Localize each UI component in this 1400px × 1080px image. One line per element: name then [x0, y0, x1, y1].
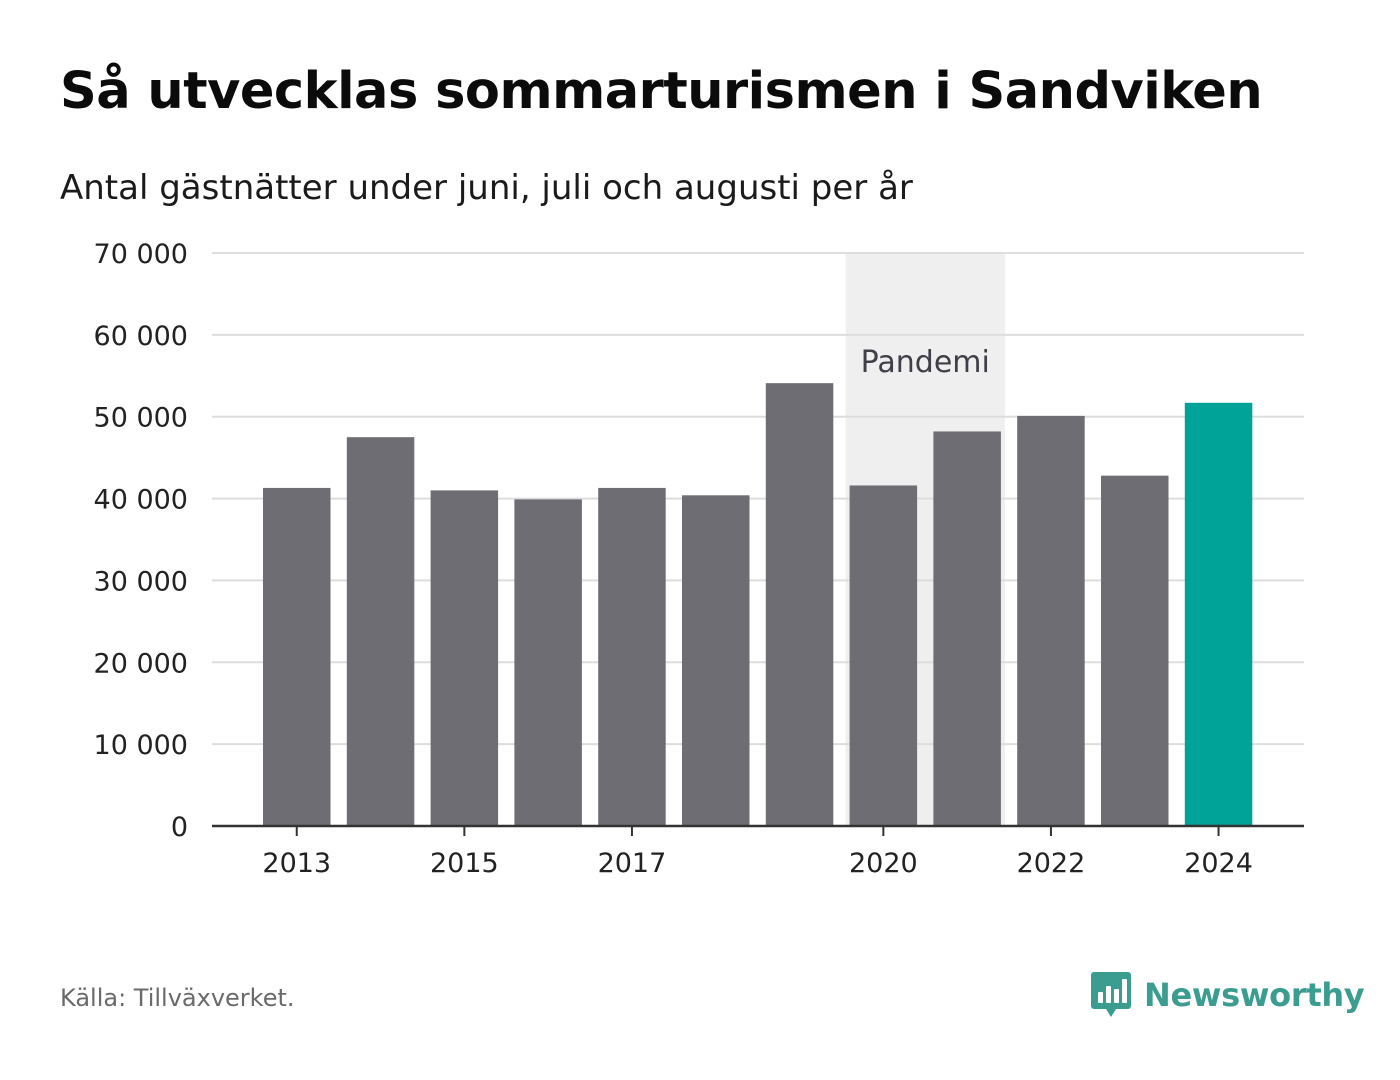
- x-tick-label: 2020: [849, 848, 918, 879]
- y-tick-label: 50 000: [94, 403, 188, 434]
- x-tick-label: 2022: [1017, 848, 1086, 879]
- chart-title: Så utvecklas sommarturismen i Sandviken: [60, 62, 1263, 121]
- bar-2022: [1017, 415, 1085, 826]
- x-tick-label: 2017: [598, 848, 667, 879]
- bar-2017: [598, 487, 666, 826]
- chart-subtitle: Antal gästnätter under juni, juli och au…: [60, 168, 913, 208]
- bar-2023: [1101, 475, 1169, 826]
- bar-chart: Pandemi 0 10 000 20 000 30 000 40 000 50 000 60…: [94, 239, 1304, 879]
- brand-name: Newsworthy: [1144, 976, 1365, 1014]
- y-tick-label: 70 000: [94, 239, 188, 270]
- y-tick-label: 0: [171, 812, 188, 843]
- source-note: Källa: Tillväxverket.: [60, 984, 295, 1012]
- pandemic-label: Pandemi: [861, 345, 990, 380]
- bar-2013: [263, 487, 331, 826]
- bar-chart-speech-bubble-icon: [1091, 972, 1131, 1017]
- y-tick-label: 40 000: [94, 485, 188, 516]
- y-tick-label: 30 000: [94, 566, 188, 597]
- x-tick-label: 2015: [430, 848, 499, 879]
- bar-2024: [1184, 402, 1253, 826]
- y-tick-label: 20 000: [94, 648, 188, 679]
- y-tick-label: 60 000: [94, 321, 188, 352]
- bar-2020: [849, 485, 918, 826]
- bar-2021: [933, 431, 1001, 826]
- bar-2015: [430, 490, 499, 826]
- x-tick-label: 2024: [1184, 848, 1253, 879]
- x-tick-label: 2013: [262, 848, 331, 879]
- bar-2016: [514, 499, 582, 826]
- bar-2018: [682, 495, 750, 826]
- bar-2019: [765, 383, 834, 826]
- bar-2014: [346, 437, 415, 826]
- brand[interactable]: Newsworthy: [1090, 970, 1365, 1020]
- y-tick-label: 10 000: [94, 730, 188, 761]
